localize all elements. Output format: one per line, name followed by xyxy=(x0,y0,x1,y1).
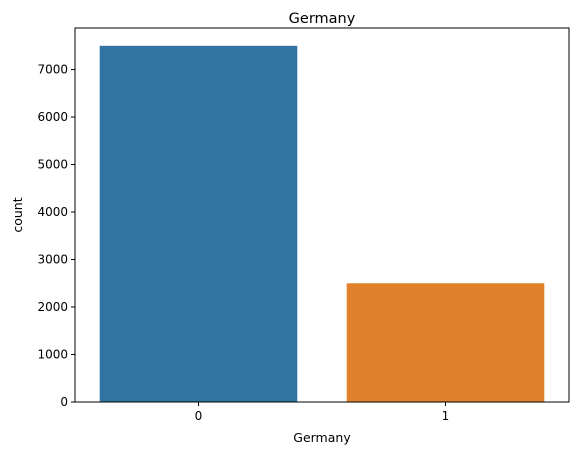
x-tick-label: 0 xyxy=(195,409,203,423)
x-axis-label: Germany xyxy=(293,430,351,445)
plot-area: 0 1000 2000 3000 4000 5000 6000 7000 0 1 xyxy=(37,45,545,423)
y-tick-label: 4000 xyxy=(37,205,68,219)
x-tick-label: 1 xyxy=(442,409,450,423)
y-axis-label: count xyxy=(10,197,25,232)
axes-frame xyxy=(74,27,570,403)
y-tick-label: 7000 xyxy=(37,63,68,77)
y-tick-label: 1000 xyxy=(37,348,68,362)
y-tick-label: 3000 xyxy=(37,253,68,267)
bar-0 xyxy=(99,45,298,403)
y-tick-label: 5000 xyxy=(37,158,68,172)
bar-1 xyxy=(346,283,545,402)
y-tick-label: 2000 xyxy=(37,300,68,314)
chart-title: Germany xyxy=(289,11,356,27)
y-tick-label: 0 xyxy=(60,395,68,409)
y-tick-label: 6000 xyxy=(37,110,68,124)
